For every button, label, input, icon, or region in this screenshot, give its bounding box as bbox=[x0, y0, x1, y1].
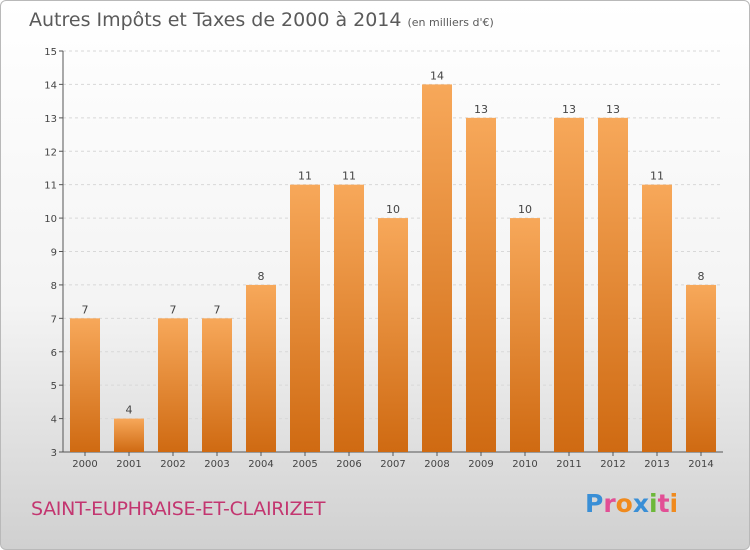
chart-title-text: Autres Impôts et Taxes de 2000 à 2014 bbox=[29, 9, 402, 31]
y-tick-label: 14 bbox=[44, 80, 57, 91]
bar-2012 bbox=[598, 117, 628, 452]
data-label-2004: 8 bbox=[258, 270, 265, 283]
x-tick-label-2011: 2011 bbox=[556, 459, 581, 470]
logo-letter: o bbox=[615, 489, 633, 518]
logo-letter: r bbox=[603, 489, 616, 518]
y-tick-label: 7 bbox=[51, 314, 57, 325]
bar-2013 bbox=[642, 184, 672, 452]
bar-2014 bbox=[686, 284, 716, 452]
logo-letter: i bbox=[649, 489, 658, 518]
x-tick-label-2007: 2007 bbox=[380, 459, 405, 470]
bar-2006 bbox=[334, 184, 364, 452]
y-tick-label: 4 bbox=[51, 415, 57, 426]
logo-letter: t bbox=[657, 489, 670, 518]
data-label-2013: 11 bbox=[650, 170, 664, 183]
data-label-2009: 13 bbox=[474, 103, 488, 116]
data-label-2003: 7 bbox=[214, 303, 221, 316]
chart-subtitle: (en milliers d'€) bbox=[407, 16, 494, 29]
bar-2008 bbox=[422, 84, 452, 453]
y-tick-label: 6 bbox=[51, 348, 57, 359]
y-tick-label: 3 bbox=[51, 448, 57, 459]
x-tick-label-2012: 2012 bbox=[600, 459, 625, 470]
x-tick-label-2009: 2009 bbox=[468, 459, 493, 470]
y-tick-label: 9 bbox=[51, 248, 57, 259]
bar-2004 bbox=[246, 284, 276, 452]
data-label-2002: 7 bbox=[170, 303, 177, 316]
data-label-2014: 8 bbox=[698, 270, 705, 283]
y-tick-label: 8 bbox=[51, 281, 57, 292]
x-tick-label-2001: 2001 bbox=[116, 459, 141, 470]
x-tick-label-2004: 2004 bbox=[248, 459, 273, 470]
x-tick-label-2000: 2000 bbox=[72, 459, 97, 470]
logo-letter: x bbox=[632, 489, 649, 518]
proxiti-logo: Proxiti bbox=[585, 489, 678, 518]
bar-2000 bbox=[70, 318, 100, 452]
x-tick-label-2002: 2002 bbox=[160, 459, 185, 470]
logo-letter: i bbox=[669, 489, 679, 518]
bar-2005 bbox=[290, 184, 320, 452]
y-tick-label: 13 bbox=[44, 114, 57, 125]
bar-2003 bbox=[202, 318, 232, 452]
y-tick-label: 15 bbox=[44, 47, 57, 58]
x-tick-label-2008: 2008 bbox=[424, 459, 449, 470]
data-label-2007: 10 bbox=[386, 203, 400, 216]
x-tick-label-2003: 2003 bbox=[204, 459, 229, 470]
bar-2011 bbox=[554, 117, 584, 452]
y-tick-label: 11 bbox=[44, 181, 57, 192]
logo-letter: P bbox=[585, 489, 604, 518]
data-label-2010: 10 bbox=[518, 203, 532, 216]
data-label-2000: 7 bbox=[82, 303, 89, 316]
x-tick-label-2006: 2006 bbox=[336, 459, 361, 470]
bar-2001 bbox=[114, 418, 144, 452]
data-label-2001: 4 bbox=[126, 404, 133, 417]
x-tick-label-2005: 2005 bbox=[292, 459, 317, 470]
data-label-2006: 11 bbox=[342, 170, 356, 183]
bar-2010 bbox=[510, 218, 540, 452]
chart-title: Autres Impôts et Taxes de 2000 à 2014 (en… bbox=[29, 9, 494, 31]
y-tick-label: 5 bbox=[51, 381, 57, 392]
bar-2007 bbox=[378, 218, 408, 452]
x-tick-label-2014: 2014 bbox=[688, 459, 713, 470]
bar-2002 bbox=[158, 318, 188, 452]
data-label-2008: 14 bbox=[430, 69, 444, 82]
y-tick-label: 12 bbox=[44, 147, 57, 158]
x-tick-label-2013: 2013 bbox=[644, 459, 669, 470]
data-label-2005: 11 bbox=[298, 170, 312, 183]
data-label-2012: 13 bbox=[606, 103, 620, 116]
bar-2009 bbox=[466, 117, 496, 452]
y-tick-label: 10 bbox=[44, 214, 57, 225]
commune-name: SAINT-EUPHRAISE-ET-CLAIRIZET bbox=[31, 498, 326, 520]
x-tick-label-2010: 2010 bbox=[512, 459, 537, 470]
data-label-2011: 13 bbox=[562, 103, 576, 116]
